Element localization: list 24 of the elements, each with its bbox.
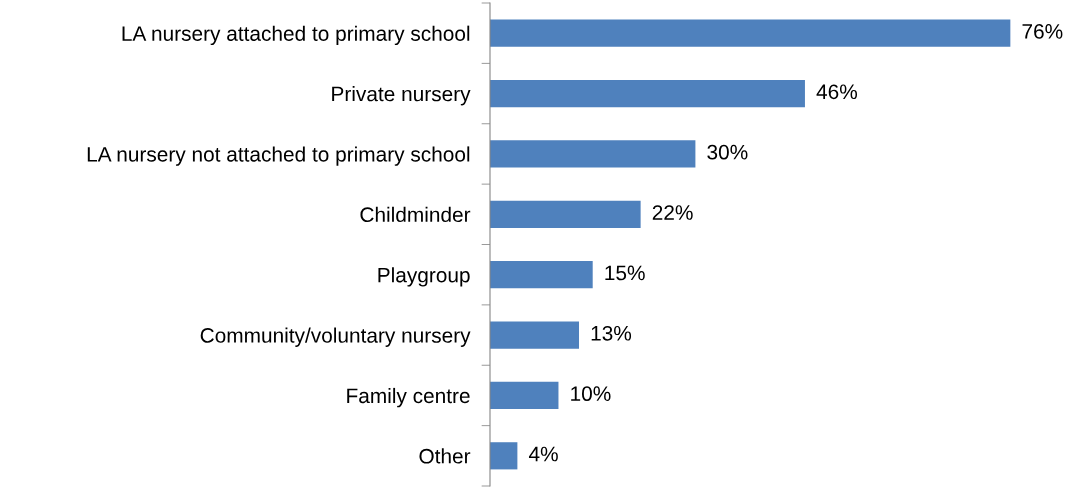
bar xyxy=(490,321,580,349)
y-tick-label: Other xyxy=(419,448,471,464)
bar xyxy=(490,19,1011,47)
bar xyxy=(490,200,641,228)
bar xyxy=(490,140,696,168)
data-label: 76% xyxy=(1022,24,1063,39)
data-label: 22% xyxy=(652,205,693,220)
data-label: 4% xyxy=(528,446,558,462)
y-tick-label: Community/voluntary nursery xyxy=(200,327,471,347)
y-tick-label: LA nursery not attached to primary school xyxy=(87,146,470,166)
data-label: 13% xyxy=(591,325,632,341)
data-label: 30% xyxy=(707,144,748,160)
bar xyxy=(490,261,593,289)
bar xyxy=(490,79,805,108)
y-tick-label: LA nursery attached to primary school xyxy=(122,25,470,46)
bar xyxy=(490,381,559,410)
data-label: 46% xyxy=(816,84,858,100)
y-tick-label: Playgroup xyxy=(378,267,470,287)
data-label: 15% xyxy=(605,265,645,281)
y-tick-label: Private nursery xyxy=(332,86,471,106)
y-tick-label: Family centre xyxy=(347,387,470,408)
data-label: 10% xyxy=(571,386,611,402)
bar xyxy=(490,442,518,470)
y-tick-label: Childminder xyxy=(360,206,471,223)
